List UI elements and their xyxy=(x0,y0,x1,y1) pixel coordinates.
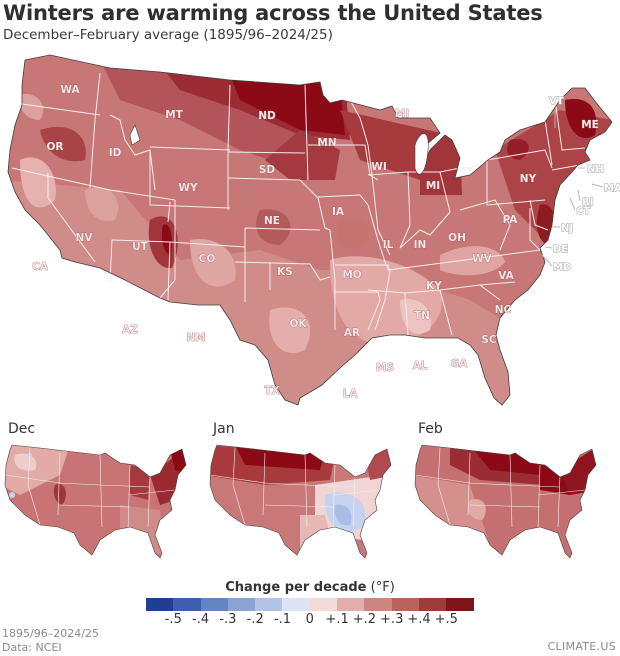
state-borders xyxy=(11,72,586,336)
legend-unit: (°F) xyxy=(370,580,395,595)
svg-text:ID: ID xyxy=(109,147,122,159)
legend-swatch xyxy=(227,598,256,611)
small-map-dec: Dec xyxy=(0,415,210,580)
svg-text:GA: GA xyxy=(451,358,469,370)
svg-text:SC: SC xyxy=(481,334,497,346)
svg-text:NC: NC xyxy=(495,304,512,316)
legend-tick: +.5 xyxy=(434,612,458,627)
svg-text:KS: KS xyxy=(277,266,293,278)
main-us-map: WA OR CA ID NV MT WY UT AZ CO NM ND SD N… xyxy=(7,54,620,406)
svg-text:AL: AL xyxy=(413,360,428,372)
legend-swatch xyxy=(173,598,201,611)
svg-text:CO: CO xyxy=(199,253,216,265)
legend-swatch xyxy=(446,598,474,611)
svg-text:TN: TN xyxy=(414,310,430,322)
svg-text:NM: NM xyxy=(186,332,205,344)
legend-swatch xyxy=(391,598,419,611)
svg-text:MN: MN xyxy=(317,137,336,149)
legend-swatch xyxy=(255,598,283,611)
svg-text:NJ: NJ xyxy=(561,223,573,234)
small-map-label: Dec xyxy=(8,421,36,437)
state-labels: WA OR CA ID NV MT WY UT AZ CO NM ND SD N… xyxy=(32,84,599,401)
legend-ticks: -.5 -.4 -.3 -.2 -.1 0 +.1 +.2 +.3 +.4 +.… xyxy=(146,612,474,628)
svg-text:CA: CA xyxy=(32,261,49,273)
svg-text:KY: KY xyxy=(426,280,442,292)
svg-text:IN: IN xyxy=(414,239,427,251)
svg-text:VT: VT xyxy=(549,96,564,107)
small-map-jan: Jan xyxy=(205,415,415,580)
legend-tick: +.3 xyxy=(380,612,404,627)
legend-tick: -.1 xyxy=(273,612,292,627)
callout-labels xyxy=(541,110,604,267)
svg-text:PA: PA xyxy=(503,214,519,226)
svg-text:WV: WV xyxy=(472,253,493,265)
svg-text:MA: MA xyxy=(604,183,620,194)
svg-text:SD: SD xyxy=(259,164,276,176)
svg-text:MI: MI xyxy=(426,180,440,192)
footer-credits: 1895/96–2024/25 Data: NCEI xyxy=(2,627,99,655)
svg-text:WI: WI xyxy=(371,161,387,173)
svg-text:MT: MT xyxy=(165,109,183,121)
legend-tick: -.3 xyxy=(219,612,237,627)
svg-text:NH: NH xyxy=(587,164,604,175)
lake-michigan xyxy=(414,133,429,175)
legend-swatch xyxy=(309,598,338,611)
small-map-label: Jan xyxy=(213,421,235,437)
svg-text:MD: MD xyxy=(553,262,571,273)
footer-period: 1895/96–2024/25 xyxy=(2,627,99,640)
great-salt-lake xyxy=(129,124,141,146)
brand-logo: CLIMATE.US xyxy=(547,640,616,653)
legend-tick: 0 xyxy=(305,612,314,627)
svg-text:MO: MO xyxy=(342,269,361,281)
svg-text:NY: NY xyxy=(520,173,537,185)
legend-swatch xyxy=(418,598,447,611)
legend-swatch xyxy=(337,598,365,611)
svg-text:IA: IA xyxy=(332,206,345,218)
svg-text:CT: CT xyxy=(576,206,590,217)
legend-tick: +.4 xyxy=(407,612,431,627)
legend-tick: +.1 xyxy=(325,612,349,627)
feb-us-map xyxy=(414,444,597,559)
svg-text:ME: ME xyxy=(581,119,599,131)
legend-swatch xyxy=(364,598,392,611)
color-legend xyxy=(146,598,474,611)
legend-title-text: Change per decade xyxy=(225,580,367,595)
callout-text: VT NH MA RI CT NJ DE MD xyxy=(548,95,620,273)
legend-title: Change per decade (°F) xyxy=(0,580,620,595)
svg-text:LA: LA xyxy=(343,388,359,400)
footer-source: Data: NCEI xyxy=(2,641,62,654)
svg-text:AR: AR xyxy=(344,327,360,339)
svg-text:NV: NV xyxy=(76,232,94,244)
small-map-feb: Feb xyxy=(410,415,620,580)
svg-text:OH: OH xyxy=(448,232,466,244)
legend-tick: +.2 xyxy=(352,612,377,627)
dec-us-map xyxy=(4,444,187,559)
svg-text:WY: WY xyxy=(178,182,198,194)
legend-tick: -.5 xyxy=(164,612,182,627)
svg-text:OR: OR xyxy=(46,141,63,153)
svg-text:VA: VA xyxy=(498,270,514,282)
legend-swatch xyxy=(282,598,310,611)
small-map-label: Feb xyxy=(418,421,443,437)
svg-text:NE: NE xyxy=(264,215,280,227)
chart-subtitle: December–February average (1895/96–2024/… xyxy=(3,27,333,43)
legend-swatch xyxy=(146,598,174,611)
svg-text:OK: OK xyxy=(289,318,307,330)
legend-swatch xyxy=(200,598,228,611)
jan-us-map xyxy=(209,444,392,559)
svg-text:WA: WA xyxy=(60,84,80,96)
svg-text:IL: IL xyxy=(383,239,394,251)
legend-tick: -.2 xyxy=(246,612,264,627)
svg-text:AZ: AZ xyxy=(122,324,138,336)
svg-text:MI: MI xyxy=(395,108,409,120)
svg-text:DE: DE xyxy=(553,244,568,255)
svg-text:RI: RI xyxy=(582,197,593,208)
svg-text:TX: TX xyxy=(264,385,279,397)
svg-text:UT: UT xyxy=(132,241,149,253)
svg-text:MS: MS xyxy=(376,362,394,374)
legend-tick: -.4 xyxy=(192,612,210,627)
chart-title: Winters are warming across the United St… xyxy=(3,1,543,25)
svg-text:ND: ND xyxy=(258,110,276,122)
